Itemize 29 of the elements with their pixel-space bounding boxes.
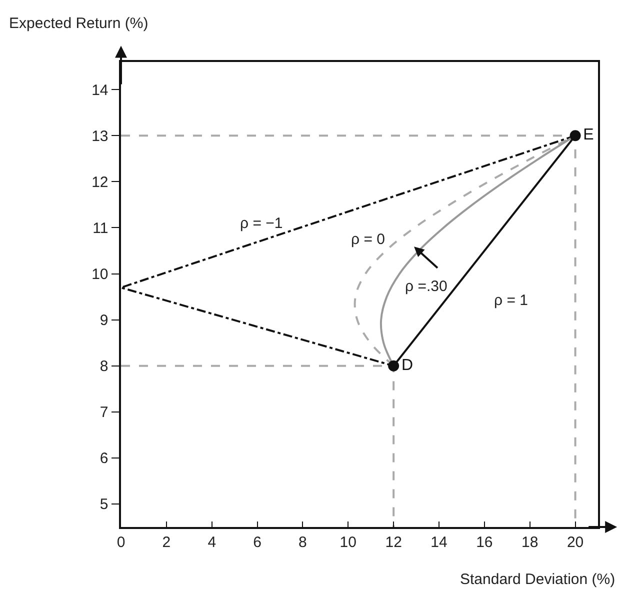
x-tick-label: 4 (208, 534, 216, 551)
y-tick-label: 8 (100, 358, 108, 376)
y-tick-label: 11 (92, 220, 108, 237)
y-tick-label: 12 (92, 174, 108, 191)
y-tick-label: 5 (100, 496, 108, 514)
annotation: ρ = −1 (240, 215, 283, 232)
y-tick-label: 9 (100, 312, 108, 330)
x-tick-label: 0 (116, 534, 126, 551)
y-axis-title: Expected Return (%) (9, 15, 148, 32)
x-tick-label: 14 (430, 534, 448, 551)
x-tick-label: 18 (522, 534, 538, 551)
x-tick-label: 16 (476, 534, 493, 551)
y-tick-label: 10 (92, 266, 108, 284)
annotation: ρ =.30 (405, 278, 448, 295)
x-tick-label: 2 (162, 534, 171, 551)
x-axis-title: Standard Deviation (%) (460, 571, 616, 588)
x-tick-label: 10 (340, 534, 356, 551)
y-tick-label: 14 (92, 82, 108, 99)
data-label: E (583, 126, 594, 144)
x-tick-label: 6 (253, 534, 262, 551)
y-tick-label: 6 (100, 450, 108, 468)
y-tick-label: 13 (92, 128, 108, 145)
x-tick-label: 12 (385, 534, 402, 551)
x-tick-label: 8 (298, 534, 307, 551)
y-tick-label: 7 (100, 404, 108, 422)
annotation: ρ = 0 (351, 231, 385, 248)
data-label: D (401, 356, 414, 374)
x-tick-label: 20 (566, 534, 584, 551)
annotation: ρ = 1 (494, 292, 528, 309)
